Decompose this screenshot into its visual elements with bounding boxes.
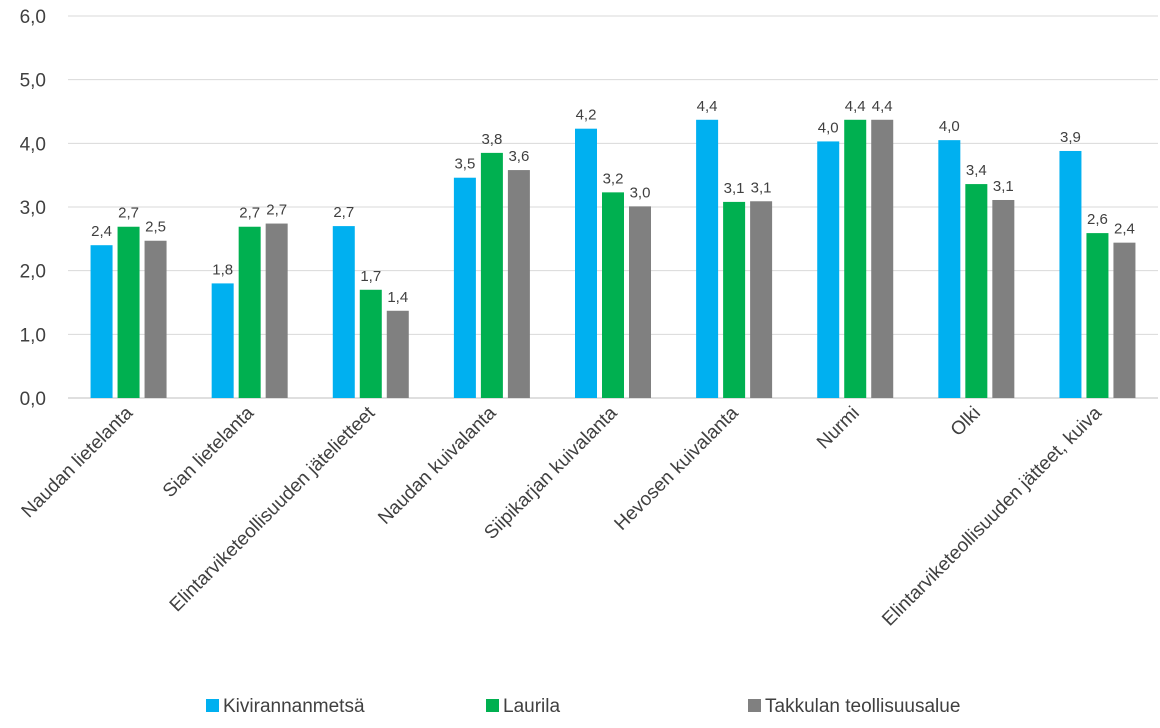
bar — [844, 119, 867, 398]
data-label: 1,7 — [360, 268, 381, 285]
bar — [750, 201, 773, 398]
legend-label: Laurila — [503, 696, 560, 717]
bar — [386, 310, 409, 398]
y-axis-ticks: 0,0 1,0 2,0 3,0 4,0 5,0 6,0 — [20, 7, 46, 410]
bar — [938, 140, 961, 398]
bar — [575, 128, 597, 398]
data-label: 4,2 — [576, 107, 597, 124]
y-tick-label: 2,0 — [20, 262, 46, 283]
legend-label: Takkulan teollisuusalue — [765, 696, 960, 717]
bar — [359, 289, 382, 398]
data-label: 2,7 — [333, 204, 354, 221]
bar — [992, 199, 1015, 398]
data-label: 2,7 — [239, 205, 260, 222]
data-label: 3,1 — [993, 178, 1014, 195]
bar — [965, 184, 988, 398]
legend-item: Takkulan teollisuusalue — [748, 696, 960, 717]
data-label: 2,6 — [1087, 211, 1108, 228]
bar — [723, 201, 746, 398]
bar — [265, 223, 288, 398]
bar — [507, 170, 530, 398]
bars — [90, 119, 1136, 398]
y-tick-label: 1,0 — [20, 325, 46, 346]
data-label: 2,4 — [1114, 221, 1135, 238]
data-label: 2,5 — [145, 219, 166, 236]
data-label: 1,8 — [212, 261, 233, 278]
bar — [1086, 233, 1109, 398]
bar — [453, 177, 476, 398]
x-tick-label: Naudan lietelanta — [18, 402, 138, 522]
bar — [211, 283, 234, 398]
data-label: 4,4 — [872, 98, 893, 115]
data-label: 2,4 — [91, 223, 112, 240]
data-label: 2,7 — [266, 202, 287, 219]
bar — [1059, 150, 1082, 398]
y-tick-label: 0,0 — [20, 389, 46, 410]
data-label: 4,4 — [845, 98, 866, 115]
legend-swatch — [486, 699, 499, 712]
legend-item: Kivirannanmetsä — [206, 696, 365, 717]
bar — [90, 245, 113, 398]
data-label: 4,4 — [697, 98, 718, 115]
bar — [117, 226, 140, 398]
x-tick-label: Elintarviketeollisuuden jätelietteet — [166, 402, 380, 616]
data-label: 3,0 — [630, 184, 651, 201]
x-tick-label: Siipikarjan kuivalanta — [480, 402, 621, 543]
x-tick-label: Sian lietelanta — [159, 402, 259, 502]
legend-label: Kivirannanmetsä — [223, 696, 365, 717]
bar — [1113, 242, 1136, 398]
y-tick-label: 4,0 — [20, 134, 46, 155]
data-label: 3,2 — [603, 170, 624, 187]
x-axis-ticks: Naudan lietelanta Sian lietelantaElintarv… — [18, 402, 1107, 630]
data-label: 3,9 — [1060, 129, 1081, 146]
y-tick-label: 6,0 — [20, 7, 46, 28]
x-tick-label: Nurmi — [813, 403, 864, 454]
y-tick-label: 5,0 — [20, 71, 46, 92]
data-label: 2,7 — [118, 205, 139, 222]
x-tick-label: Elintarviketeollisuuden jätteet, kuiva — [878, 402, 1106, 630]
data-label: 4,0 — [939, 118, 960, 135]
bar — [480, 152, 503, 398]
data-label: 1,4 — [387, 289, 408, 306]
bar — [332, 226, 355, 398]
bar — [238, 226, 261, 398]
bar — [696, 119, 719, 398]
data-label: 3,1 — [751, 179, 772, 196]
x-tick-label: Olki — [947, 403, 985, 441]
bar — [817, 141, 840, 398]
data-label: 4,0 — [818, 119, 839, 136]
x-tick-label: Naudan kuivalanta — [374, 402, 500, 528]
bar — [602, 192, 624, 398]
bar — [629, 206, 651, 398]
data-label: 3,1 — [724, 180, 745, 197]
legend-item: Laurila — [486, 696, 560, 717]
x-tick-label: Hevosen kuivalanta — [611, 402, 743, 534]
bar — [871, 119, 894, 398]
legend-swatch — [748, 699, 761, 712]
y-tick-label: 3,0 — [20, 198, 46, 219]
data-label: 3,5 — [454, 156, 475, 173]
bar — [144, 240, 167, 398]
data-labels: 2,4 2,7 2,5 1,8 2,7 2,7 2,7 1,7 1,4 3,5 3,8 3,6 4,2 3… — [91, 98, 1135, 306]
data-label: 3,6 — [508, 148, 529, 165]
data-label: 3,4 — [966, 162, 987, 179]
legend-swatch — [206, 699, 219, 712]
data-label: 3,8 — [481, 131, 502, 148]
legend: Kivirannanmetsä Laurila Takkulan teollisuu… — [206, 696, 960, 717]
